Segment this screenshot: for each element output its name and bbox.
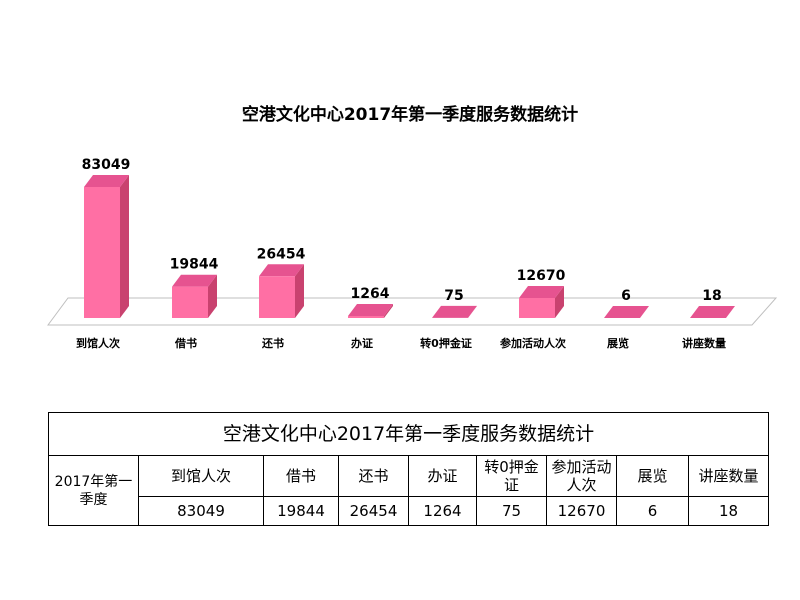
table-value-row: 83049 19844 26454 1264 75 12670 6 18 bbox=[49, 496, 770, 526]
category-label: 办证 bbox=[351, 336, 373, 350]
data-table: 空港文化中心2017年第一季度服务数据统计 2017年第一季度 到馆人次 借书 … bbox=[47, 412, 770, 526]
data-label: 75 bbox=[444, 288, 463, 304]
bar-front bbox=[84, 187, 120, 318]
table-header-cell: 借书 bbox=[263, 455, 339, 497]
data-label: 1264 bbox=[351, 286, 390, 302]
bar-top bbox=[84, 175, 129, 187]
bar bbox=[84, 175, 129, 318]
category-label: 借书 bbox=[174, 336, 197, 350]
table-value-cell: 83049 bbox=[138, 496, 264, 526]
bar-top bbox=[348, 304, 393, 317]
bar-top bbox=[432, 305, 477, 318]
bar bbox=[432, 305, 477, 318]
table-header-cell: 办证 bbox=[408, 455, 477, 497]
bar-side bbox=[640, 305, 649, 318]
table-value-cell: 1264 bbox=[408, 496, 477, 526]
table-value-cell: 12670 bbox=[546, 496, 617, 526]
value-labels-group: 83049 19844 26454 1264 75 12670 6 18 bbox=[82, 157, 722, 304]
bar-front bbox=[519, 298, 555, 318]
category-label: 到馆人次 bbox=[76, 336, 120, 350]
data-label: 26454 bbox=[257, 246, 306, 262]
table-value-cell: 75 bbox=[476, 496, 547, 526]
bar bbox=[604, 305, 649, 318]
bar-side bbox=[726, 305, 735, 318]
bars-group bbox=[84, 175, 735, 318]
bar-top bbox=[604, 305, 649, 318]
data-label: 19844 bbox=[170, 257, 219, 273]
bar bbox=[519, 286, 564, 318]
category-label: 讲座数量 bbox=[682, 336, 726, 350]
bar-side bbox=[384, 304, 393, 318]
bar-top bbox=[259, 264, 304, 277]
bar-top bbox=[172, 274, 217, 287]
bar bbox=[348, 304, 393, 318]
bar-side bbox=[208, 274, 217, 318]
category-label: 转0押金证 bbox=[420, 336, 472, 350]
chart-svg: 空港文化中心2017年第一季度服务数据统计 83049 19844 26454 126… bbox=[47, 104, 778, 350]
bar-front bbox=[348, 316, 384, 318]
bar bbox=[172, 274, 217, 318]
data-label: 12670 bbox=[517, 268, 566, 284]
data-label: 18 bbox=[702, 288, 721, 304]
data-label: 6 bbox=[621, 288, 631, 304]
table-title: 空港文化中心2017年第一季度服务数据统计 bbox=[47, 412, 770, 456]
category-label: 还书 bbox=[261, 336, 284, 350]
table-value-cell: 26454 bbox=[338, 496, 409, 526]
table-value-cell: 6 bbox=[616, 496, 689, 526]
table-value-cell: 18 bbox=[687, 496, 770, 526]
table-header-cell: 到馆人次 bbox=[138, 455, 264, 497]
table-header-cell: 还书 bbox=[338, 455, 409, 497]
table-header-cell: 讲座数量 bbox=[687, 455, 770, 497]
category-label: 参加活动人次 bbox=[500, 336, 566, 350]
data-label: 83049 bbox=[82, 157, 131, 173]
table-header-row: 2017年第一季度 到馆人次 借书 还书 办证 转0押金证 参加活动人次 展览 … bbox=[48, 455, 770, 526]
chart-title: 空港文化中心2017年第一季度服务数据统计 bbox=[242, 104, 578, 125]
bar bbox=[259, 264, 304, 318]
bar-side bbox=[468, 305, 477, 318]
chart-floor bbox=[47, 297, 778, 326]
bar-top bbox=[690, 305, 735, 318]
table-header-cell: 参加活动人次 bbox=[546, 455, 617, 497]
table-header-cell: 展览 bbox=[616, 455, 689, 497]
bar-top bbox=[519, 286, 564, 299]
table-header-cell: 转0押金证 bbox=[476, 455, 547, 497]
category-labels-group: 到馆人次 借书 还书 办证 转0押金证 参加活动人次 展览 讲座数量 bbox=[76, 336, 726, 350]
bar-side bbox=[555, 286, 564, 318]
table-value-cell: 19844 bbox=[263, 496, 339, 526]
bar-side bbox=[120, 175, 129, 318]
bar-chart: 空港文化中心2017年第一季度服务数据统计 83049 19844 26454 126… bbox=[47, 104, 778, 350]
bar-front bbox=[259, 276, 295, 318]
bar bbox=[690, 305, 735, 318]
category-label: 展览 bbox=[606, 336, 629, 350]
bar-front bbox=[172, 286, 208, 318]
bar-side bbox=[295, 264, 304, 318]
table-row-label: 2017年第一季度 bbox=[48, 455, 139, 526]
